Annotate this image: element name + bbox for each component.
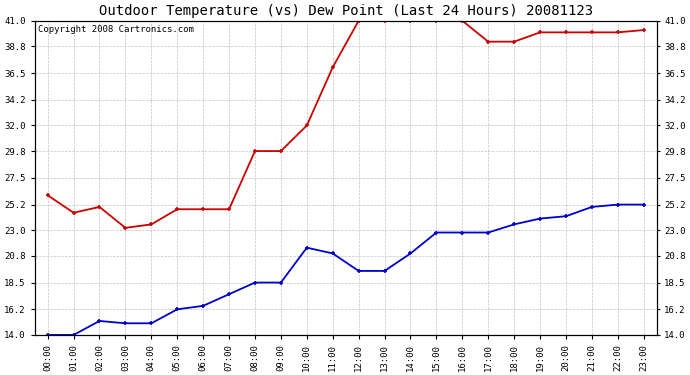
Text: Copyright 2008 Cartronics.com: Copyright 2008 Cartronics.com: [38, 26, 194, 34]
Title: Outdoor Temperature (vs) Dew Point (Last 24 Hours) 20081123: Outdoor Temperature (vs) Dew Point (Last…: [99, 4, 593, 18]
